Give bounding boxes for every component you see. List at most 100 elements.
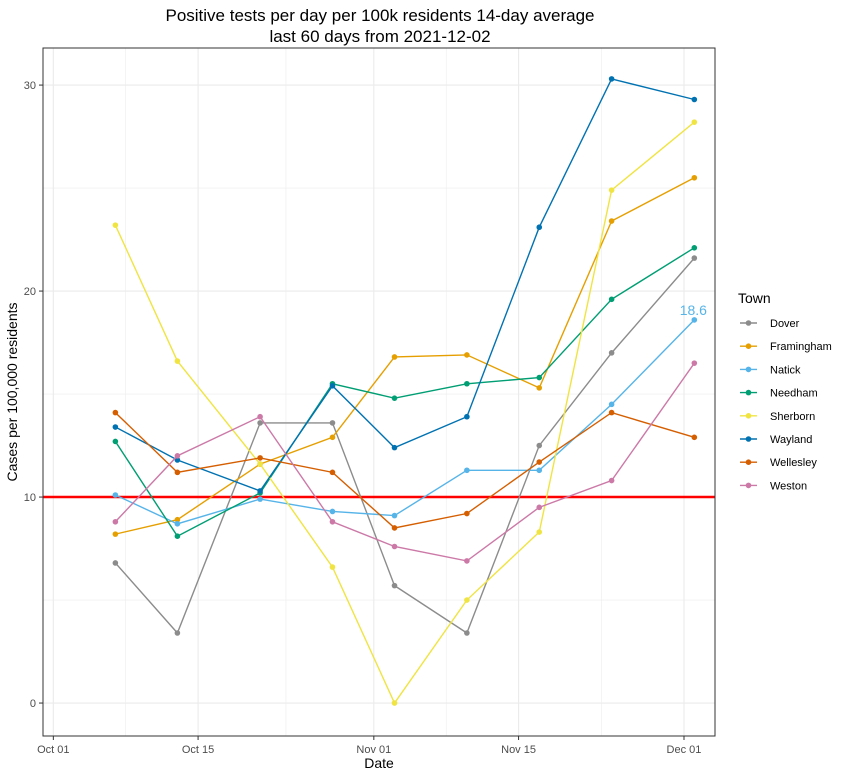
series-natick	[112, 317, 698, 527]
data-point-sherborn	[536, 529, 543, 535]
data-point-framingham	[536, 385, 543, 391]
legend-label: Weston	[770, 480, 807, 492]
x-axis: Oct 01 Oct 15 Nov 01 Nov 15 Dec 01	[37, 736, 701, 756]
data-point-wellesley	[608, 409, 615, 416]
data-point-dover	[329, 420, 336, 426]
legend-label: Wellesley	[770, 457, 817, 469]
data-point-natick	[691, 317, 698, 323]
legend-label: Wayland	[770, 434, 812, 446]
data-point-wayland	[174, 457, 181, 463]
data-point-sherborn	[464, 597, 470, 603]
data-point-sherborn	[112, 222, 119, 228]
data-point-natick	[391, 512, 398, 519]
series-wellesley	[112, 409, 698, 531]
annotations: 18.6	[680, 302, 707, 318]
legend-key-point	[745, 343, 752, 350]
legend-key-point	[745, 413, 752, 419]
data-point-dover	[112, 560, 119, 566]
data-point-needham	[112, 438, 119, 445]
legend-item-needham: Needham	[740, 388, 818, 400]
data-point-needham	[391, 395, 398, 401]
legend: Town Dover Framingham Natick Needham Sherbor…	[738, 290, 832, 492]
legend-key-point	[745, 482, 752, 489]
x-tick-label: Oct 15	[182, 744, 214, 756]
data-point-weston	[536, 504, 543, 511]
data-point-wayland	[536, 224, 543, 231]
data-point-framingham	[391, 354, 398, 360]
series-dover	[112, 255, 698, 636]
data-point-dover	[608, 350, 615, 356]
data-point-framingham	[329, 434, 336, 441]
data-point-dover	[536, 442, 543, 449]
data-point-wayland	[691, 96, 698, 103]
minor-gridlines	[43, 48, 715, 736]
data-point-weston	[691, 360, 698, 366]
data-point-needham	[174, 533, 181, 539]
data-point-natick	[174, 521, 181, 527]
data-point-needham	[608, 296, 615, 303]
y-tick-label: 0	[30, 698, 36, 710]
legend-item-weston: Weston	[740, 480, 807, 492]
data-point-wayland	[329, 383, 336, 389]
y-tick-label: 10	[24, 492, 36, 504]
y-axis-title: Cases per 100,000 residents	[4, 303, 20, 482]
data-point-wayland	[112, 424, 119, 430]
data-point-natick	[536, 467, 543, 474]
data-point-framingham	[174, 516, 181, 523]
plot-panel-border	[42, 47, 716, 737]
data-point-framingham	[691, 174, 698, 181]
series-group	[112, 76, 698, 706]
series-wayland	[112, 76, 698, 494]
data-point-wellesley	[391, 525, 398, 531]
legend-key-point	[745, 366, 752, 373]
series-weston	[112, 360, 698, 564]
data-point-wellesley	[174, 469, 181, 476]
legend-item-wellesley: Wellesley	[740, 457, 817, 469]
annotation-label: 18.6	[680, 302, 707, 318]
data-point-weston	[391, 543, 398, 550]
data-point-dover	[464, 630, 470, 636]
x-axis-title: Date	[364, 755, 394, 771]
data-point-weston	[608, 477, 615, 484]
chart-title-line-1: Positive tests per day per 100k resident…	[165, 6, 594, 25]
legend-label: Sherborn	[770, 411, 815, 423]
data-point-framingham	[464, 352, 470, 358]
data-point-dover	[257, 420, 263, 426]
data-point-weston	[174, 453, 181, 459]
data-point-wayland	[608, 76, 615, 82]
data-point-wayland	[391, 444, 398, 451]
y-axis: 0 10 20 30	[24, 80, 43, 710]
data-point-wellesley	[464, 510, 470, 517]
data-point-sherborn	[329, 564, 336, 570]
data-point-natick	[257, 496, 263, 502]
data-point-framingham	[608, 218, 615, 224]
legend-label: Dover	[770, 318, 800, 330]
y-tick-label: 30	[24, 80, 36, 92]
data-point-natick	[464, 467, 470, 474]
data-point-sherborn	[391, 700, 398, 706]
legend-key-point	[745, 389, 752, 396]
data-point-needham	[691, 245, 698, 251]
data-point-natick	[112, 492, 119, 498]
data-point-wellesley	[691, 434, 698, 441]
series-sherborn	[112, 119, 698, 706]
data-point-sherborn	[174, 358, 181, 364]
legend-item-natick: Natick	[740, 364, 801, 376]
legend-item-sherborn: Sherborn	[740, 411, 815, 423]
x-tick-label: Oct 01	[37, 744, 69, 756]
data-point-natick	[329, 508, 336, 515]
data-point-wellesley	[536, 459, 543, 465]
data-point-natick	[608, 401, 615, 408]
data-point-dover	[691, 255, 698, 261]
data-point-wayland	[464, 413, 470, 420]
legend-key-point	[745, 459, 752, 466]
data-point-wellesley	[112, 409, 119, 416]
data-point-weston	[464, 558, 470, 564]
legend-title: Town	[738, 290, 771, 306]
data-point-sherborn	[608, 187, 615, 193]
legend-item-wayland: Wayland	[740, 434, 812, 446]
legend-label: Needham	[770, 388, 818, 400]
data-point-dover	[174, 630, 181, 636]
data-point-framingham	[112, 531, 119, 537]
